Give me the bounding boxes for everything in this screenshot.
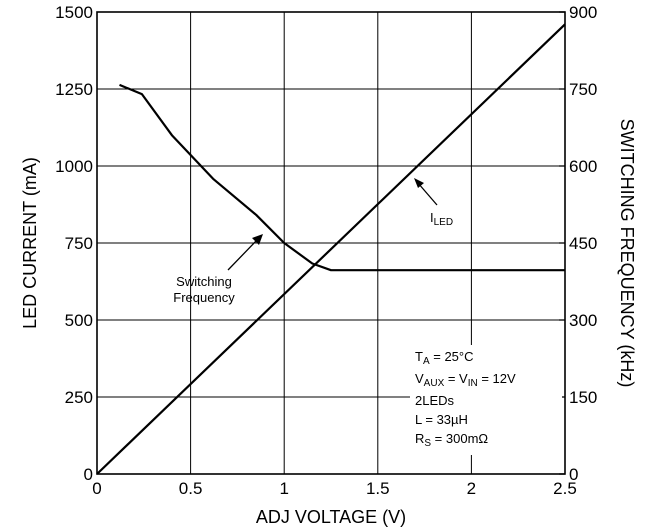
- sw-label-line2: Frequency: [173, 290, 235, 305]
- left-tick-label: 750: [65, 234, 93, 253]
- switching-frequency-annotation: Switching Frequency: [173, 234, 263, 305]
- right-tick-label: 750: [569, 80, 597, 99]
- iled-arrowhead: [414, 178, 424, 188]
- right-axis-tick-labels: 0 150 300 450 600 750 900: [569, 3, 597, 484]
- left-axis-tick-labels: 0 250 500 750 1000 1250 1500: [55, 3, 93, 484]
- left-tick-label: 1250: [55, 80, 93, 99]
- cond-inductor: L = 33µH: [415, 412, 468, 427]
- right-tick-label: 600: [569, 157, 597, 176]
- test-conditions: TA = 25°C VAUX = VIN = 12V 2LEDs L = 33µ…: [410, 345, 562, 455]
- cond-rs: RS = 300mΩ: [415, 431, 488, 449]
- sw-label-line1: Switching: [176, 274, 232, 289]
- left-tick-label: 1000: [55, 157, 93, 176]
- left-tick-label: 0: [84, 465, 93, 484]
- x-tick-label: 0.5: [179, 479, 203, 498]
- left-tick-label: 1500: [55, 3, 93, 22]
- x-tick-label: 1.5: [366, 479, 390, 498]
- x-axis-tick-labels: 0 0.5 1 1.5 2 2.5: [92, 479, 577, 498]
- grid-lines: [97, 12, 565, 474]
- x-tick-label: 0: [92, 479, 101, 498]
- x-tick-label: 2: [467, 479, 476, 498]
- x-tick-label: 2.5: [553, 479, 577, 498]
- led-current-line: [96, 23, 566, 475]
- series-lines: [96, 23, 566, 475]
- left-tick-label: 250: [65, 388, 93, 407]
- iled-label: ILED: [430, 210, 453, 228]
- sw-arrow-line: [227, 239, 258, 271]
- switching-frequency-line: [119, 83, 565, 272]
- x-axis-title: ADJ VOLTAGE (V): [256, 507, 406, 527]
- cond-leds: 2LEDs: [415, 393, 455, 408]
- conditions-background: [410, 345, 562, 455]
- cond-vaux: VAUX = VIN = 12V: [415, 371, 516, 389]
- sw-arrowhead: [252, 234, 263, 245]
- left-tick-label: 500: [65, 311, 93, 330]
- iled-arrow-line: [417, 182, 438, 206]
- right-tick-label: 0: [569, 465, 578, 484]
- x-tick-label: 1: [279, 479, 288, 498]
- right-tick-label: 450: [569, 234, 597, 253]
- right-axis-tick-marks: [559, 11, 565, 475]
- left-axis-title: LED CURRENT (mA): [20, 157, 40, 329]
- right-tick-label: 900: [569, 3, 597, 22]
- cond-ta: TA = 25°C: [415, 349, 474, 367]
- right-axis-title: SWITCHING FREQUENCY (kHz): [617, 119, 637, 388]
- right-tick-label: 300: [569, 311, 597, 330]
- right-tick-label: 150: [569, 388, 597, 407]
- iled-annotation: ILED: [414, 178, 453, 228]
